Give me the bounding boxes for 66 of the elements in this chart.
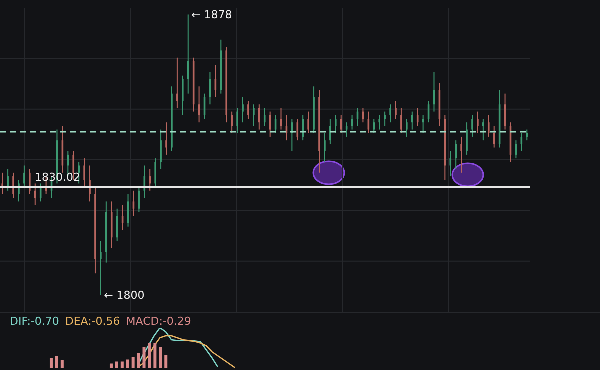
- bar: [132, 358, 136, 368]
- candlestick: [384, 111, 386, 127]
- candlestick: [34, 183, 36, 206]
- text: DEA:-0.56: [65, 315, 120, 328]
- bar: [138, 354, 141, 368]
- candlestick: [160, 129, 162, 170]
- annotation: ← 1800: [104, 289, 145, 302]
- candlestick: [176, 57, 178, 109]
- candlestick: [308, 111, 310, 134]
- candlestick: [12, 172, 14, 199]
- candlestick: [29, 168, 31, 195]
- candlestick: [24, 165, 26, 188]
- candlestick: [411, 111, 414, 130]
- bar: [121, 362, 124, 368]
- candlestick: [231, 111, 233, 134]
- candlestick: [242, 96, 244, 124]
- candlestick: [400, 108, 402, 134]
- bar: [159, 347, 162, 368]
- annotation: ← 1878: [192, 8, 232, 22]
- candlestick: [149, 168, 152, 192]
- candlestick: [378, 114, 381, 130]
- candlestick: [373, 118, 376, 134]
- candlestick: [460, 136, 462, 174]
- bar: [143, 347, 146, 368]
- candlestick: [416, 108, 419, 127]
- candlestick: [89, 165, 91, 202]
- candlestick: [390, 104, 392, 124]
- candlestick: [466, 122, 468, 156]
- candlestick: [395, 100, 397, 120]
- candlestick: [166, 122, 168, 156]
- candlestick: [258, 104, 260, 130]
- candlestick: [2, 172, 4, 195]
- text: DIF:-0.70: [10, 315, 60, 328]
- candlestick: [248, 100, 250, 120]
- candlestick: [182, 75, 184, 116]
- candlestick: [187, 14, 190, 94]
- candlestick: [264, 108, 266, 127]
- candlestick: [18, 180, 20, 202]
- bar: [116, 362, 119, 368]
- candlestick: [488, 114, 490, 138]
- candlestick: [472, 114, 474, 138]
- candlestick: [346, 122, 348, 138]
- candlestick: [302, 114, 304, 142]
- bar: [154, 343, 157, 368]
- bar: [164, 356, 168, 368]
- candlestick: [236, 108, 238, 134]
- candlestick: [296, 118, 299, 142]
- candlestick: [477, 111, 479, 134]
- candlestick: [450, 150, 452, 178]
- bar: [148, 343, 152, 368]
- bar: [126, 360, 130, 368]
- candlestick: [324, 132, 326, 163]
- candlestick: [455, 140, 457, 170]
- bar: [110, 364, 114, 368]
- candlestick: [154, 158, 156, 188]
- candlestick: [100, 240, 102, 296]
- candlestick: [526, 129, 528, 142]
- annotation: MACD:-0.29: [126, 315, 192, 328]
- candlestick: [330, 118, 332, 145]
- candlestick: [406, 118, 408, 138]
- candlestick: [84, 158, 86, 188]
- candlestick: [482, 118, 484, 142]
- candlestick: [340, 114, 342, 134]
- candlestick: [253, 104, 255, 127]
- candlestick: [334, 114, 337, 134]
- candlestick: [7, 168, 9, 192]
